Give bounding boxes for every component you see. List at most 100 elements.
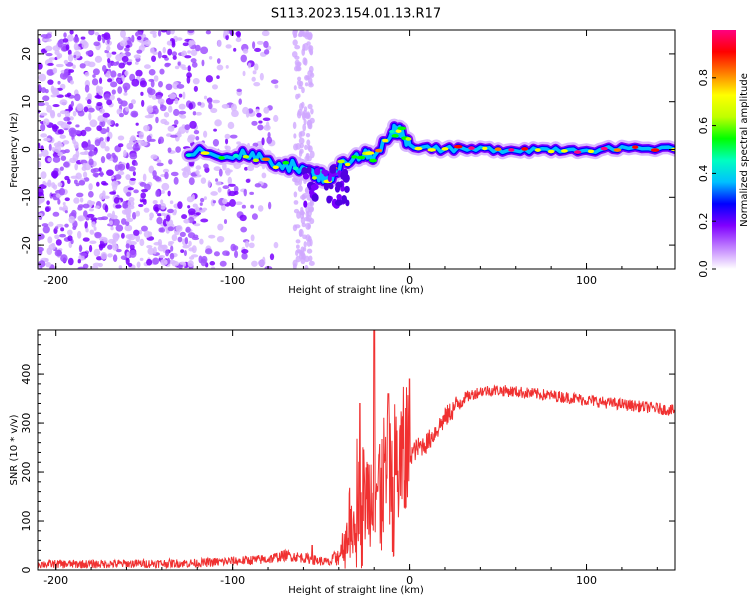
spectrogram-noise-blob xyxy=(107,58,111,64)
spectrogram-noise-blob xyxy=(240,54,247,63)
spectrogram-hotspot xyxy=(272,165,279,170)
spectrogram-noise-blob xyxy=(178,93,183,98)
spectrogram-noise-blob xyxy=(44,45,53,52)
spectrogram-hotspot xyxy=(482,146,488,151)
spectrogram-noise-blob xyxy=(210,107,218,114)
spectrogram-noise-blob xyxy=(72,64,76,69)
spectrogram-noise-blob xyxy=(308,45,314,52)
spectrogram-noise-blob xyxy=(221,103,230,109)
spectrogram-noise-blob xyxy=(117,86,123,94)
spectrogram-noise-blob xyxy=(307,34,313,41)
spectrogram-noise-blob xyxy=(99,108,105,114)
spectrogram-noise-blob xyxy=(131,34,135,43)
spectrogram-noise-blob xyxy=(177,236,183,243)
spectrogram-x-tick-label: -100 xyxy=(220,274,245,287)
spectrogram-noise-blob xyxy=(160,118,168,125)
spectrogram-noise-blob xyxy=(152,33,157,39)
spectrogram-noise-blob xyxy=(148,69,156,76)
spectrogram-noise-blob xyxy=(92,68,100,76)
spectrogram-noise-blob xyxy=(323,183,330,191)
spectrogram-noise-blob xyxy=(47,62,54,66)
spectrogram-hotspot xyxy=(521,147,528,151)
spectrogram-noise-blob xyxy=(57,182,63,187)
spectrogram-noise-blob xyxy=(165,83,173,91)
spectrogram-noise-blob xyxy=(56,94,64,98)
spectrogram-noise-blob xyxy=(146,245,153,249)
spectrogram-noise-blob xyxy=(48,243,56,251)
spectrogram-noise-blob xyxy=(59,110,68,115)
spectrogram-noise-blob xyxy=(191,194,195,201)
spectrogram-noise-blob xyxy=(188,240,192,247)
spectrogram-noise-blob xyxy=(263,40,269,49)
spectrogram-noise-blob xyxy=(38,250,43,256)
spectrogram-hotspot xyxy=(337,159,345,164)
spectrogram-noise-blob xyxy=(64,175,70,181)
spectrogram-noise-blob xyxy=(86,213,95,218)
spectrogram-noise-blob xyxy=(235,201,243,206)
spectrogram-noise-blob xyxy=(83,210,88,218)
spectrogram-noise-blob xyxy=(224,133,231,140)
spectrogram-noise-blob xyxy=(146,135,152,143)
spectrogram-noise-blob xyxy=(71,209,77,217)
spectrogram-y-label: Frequency (Hz) xyxy=(9,112,20,188)
spectrogram-noise-blob xyxy=(79,197,84,203)
spectrogram-noise-blob xyxy=(97,115,106,122)
spectrogram-noise-blob xyxy=(294,180,300,186)
spectrogram-noise-blob xyxy=(69,30,74,35)
spectrogram-noise-blob xyxy=(301,48,306,56)
spectrogram-noise-blob xyxy=(62,140,70,145)
spectrogram-noise-blob xyxy=(129,240,137,246)
spectrogram-noise-blob xyxy=(255,108,260,113)
spectrogram-noise-blob xyxy=(51,146,55,152)
spectrogram-noise-blob xyxy=(138,203,144,208)
spectrogram-noise-blob xyxy=(111,51,117,55)
spectrogram-noise-blob xyxy=(115,248,122,253)
spectrogram-noise-blob xyxy=(273,114,279,123)
snr-x-tick-label: -100 xyxy=(220,574,245,587)
spectrogram-noise-blob xyxy=(253,81,261,87)
spectrogram-noise-blob xyxy=(106,152,112,160)
spectrogram-noise-blob xyxy=(223,219,228,224)
spectrogram-noise-blob xyxy=(299,148,304,154)
spectrogram-noise-blob xyxy=(137,35,142,41)
spectrogram-noise-blob xyxy=(148,165,155,174)
spectrogram-noise-blob xyxy=(88,244,93,253)
spectrogram-noise-blob xyxy=(171,234,178,242)
spectrogram-noise-blob xyxy=(230,103,237,112)
spectrogram-noise-blob xyxy=(84,221,88,230)
spectrogram-hotspot xyxy=(344,162,351,167)
spectrogram-noise-blob xyxy=(83,147,89,151)
spectrogram-noise-blob xyxy=(250,204,255,209)
spectrogram-noise-blob xyxy=(244,166,248,171)
spectrogram-noise-blob xyxy=(93,150,97,156)
spectrogram-noise-blob xyxy=(113,197,120,204)
spectrogram-y-tick-label: 20 xyxy=(20,47,33,61)
spectrogram-hotspot xyxy=(389,129,395,134)
spectrogram-noise-blob xyxy=(256,112,262,118)
spectrogram-noise-blob xyxy=(88,208,94,212)
spectrogram-hotspot xyxy=(185,153,192,157)
spectrogram-noise-blob xyxy=(245,110,250,118)
spectrogram-noise-blob xyxy=(142,173,147,182)
spectrogram-noise-blob xyxy=(107,78,113,83)
spectrogram-noise-blob xyxy=(38,73,47,82)
spectrogram-noise-blob xyxy=(43,137,51,142)
spectrogram-noise-blob xyxy=(198,209,206,213)
spectrogram-noise-blob xyxy=(254,183,262,188)
spectrogram-noise-blob xyxy=(125,44,130,48)
spectrogram-noise-blob xyxy=(197,101,202,106)
spectrogram-noise-blob xyxy=(45,33,52,39)
spectrogram-noise-blob xyxy=(52,156,61,163)
spectrogram-noise-blob xyxy=(323,169,328,177)
spectrogram-noise-blob xyxy=(214,119,222,127)
spectrogram-noise-blob xyxy=(297,76,302,81)
spectrogram-noise-blob xyxy=(188,247,195,252)
spectrogram-noise-blob xyxy=(132,143,140,152)
spectrogram-noise-blob xyxy=(46,200,50,206)
spectrogram-noise-blob xyxy=(309,218,315,225)
spectrogram-noise-blob xyxy=(110,81,118,88)
spectrogram-noise-blob xyxy=(102,65,107,72)
spectrogram-noise-blob xyxy=(64,197,70,202)
spectrogram-noise-blob xyxy=(227,176,233,185)
spectrogram-noise-blob xyxy=(141,225,148,232)
